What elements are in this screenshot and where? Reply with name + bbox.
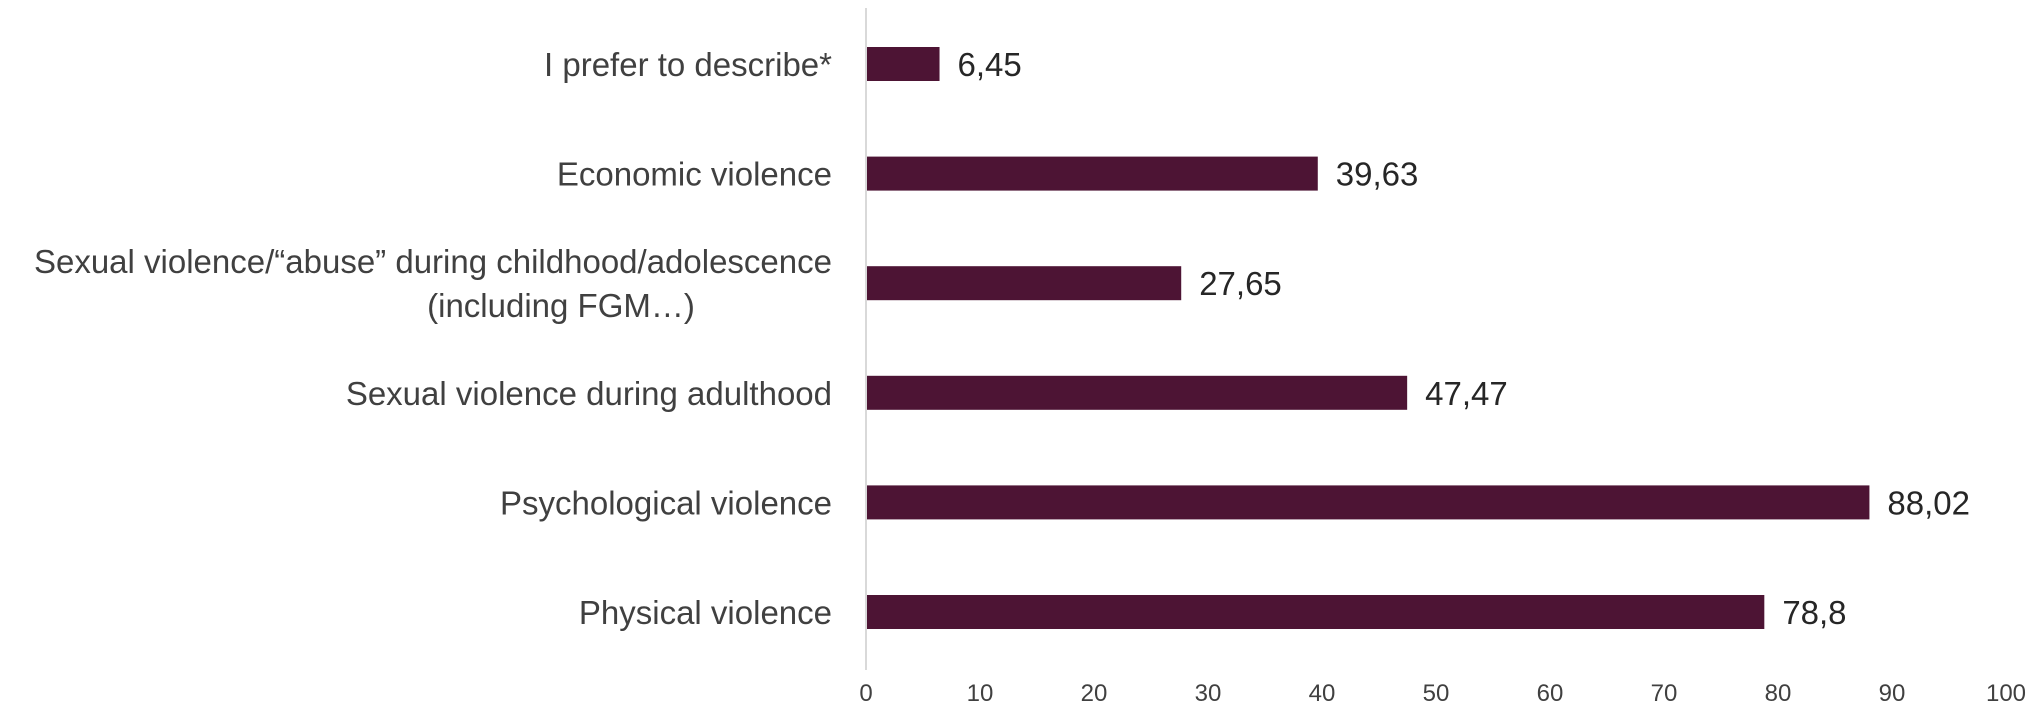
category-label-0-line-0: I prefer to describe* — [544, 46, 832, 83]
x-tick-label-4: 40 — [1309, 680, 1336, 707]
value-label-2: 27,65 — [1199, 265, 1282, 302]
category-label-1: Economic violence — [557, 156, 832, 193]
category-label-2-line-0: Sexual violence/“abuse” during childhood… — [34, 243, 832, 280]
x-tick-label-3: 30 — [1195, 680, 1222, 707]
value-label-0: 6,45 — [958, 46, 1022, 83]
bar-0 — [866, 47, 940, 81]
bar-4 — [866, 485, 1870, 520]
category-label-2-line-1: (including FGM…) — [427, 287, 695, 324]
bar-1 — [866, 156, 1318, 191]
bar-3 — [866, 375, 1408, 410]
x-tick-label-0: 0 — [859, 680, 872, 707]
category-label-0: I prefer to describe* — [544, 46, 832, 83]
x-tick-label-8: 80 — [1765, 680, 1792, 707]
value-label-3: 47,47 — [1425, 375, 1508, 412]
category-labels-group: I prefer to describe* Economic violence Se… — [34, 46, 832, 631]
category-label-1-line-0: Economic violence — [557, 156, 832, 193]
x-tick-label-9: 90 — [1879, 680, 1906, 707]
category-label-5: Physical violence — [579, 594, 832, 631]
x-tick-label-10: 100 — [1986, 680, 2026, 707]
category-label-4-line-0: Psychological violence — [500, 484, 832, 521]
value-label-4: 88,02 — [1887, 484, 1970, 521]
value-label-5: 78,8 — [1782, 594, 1846, 631]
category-label-2: Sexual violence/“abuse” during childhood… — [34, 243, 832, 324]
x-tick-label-7: 70 — [1651, 680, 1678, 707]
category-label-4: Psychological violence — [500, 484, 832, 521]
category-label-3: Sexual violence during adulthood — [346, 375, 832, 412]
x-tick-label-2: 20 — [1081, 680, 1108, 707]
x-tick-labels-group: 0 10 20 30 40 50 60 70 80 90 100 — [859, 680, 2026, 707]
bar-5 — [866, 595, 1765, 629]
category-label-3-line-0: Sexual violence during adulthood — [346, 375, 832, 412]
category-label-5-line-0: Physical violence — [579, 594, 832, 631]
value-label-1: 39,63 — [1336, 156, 1419, 193]
bar-2 — [866, 266, 1182, 301]
x-tick-label-6: 60 — [1537, 680, 1564, 707]
x-tick-label-1: 10 — [967, 680, 994, 707]
bars-group — [866, 47, 1870, 629]
x-tick-label-5: 50 — [1423, 680, 1450, 707]
value-labels-group: 6,45 39,63 27,65 47,47 88,02 78,8 — [958, 46, 1970, 631]
